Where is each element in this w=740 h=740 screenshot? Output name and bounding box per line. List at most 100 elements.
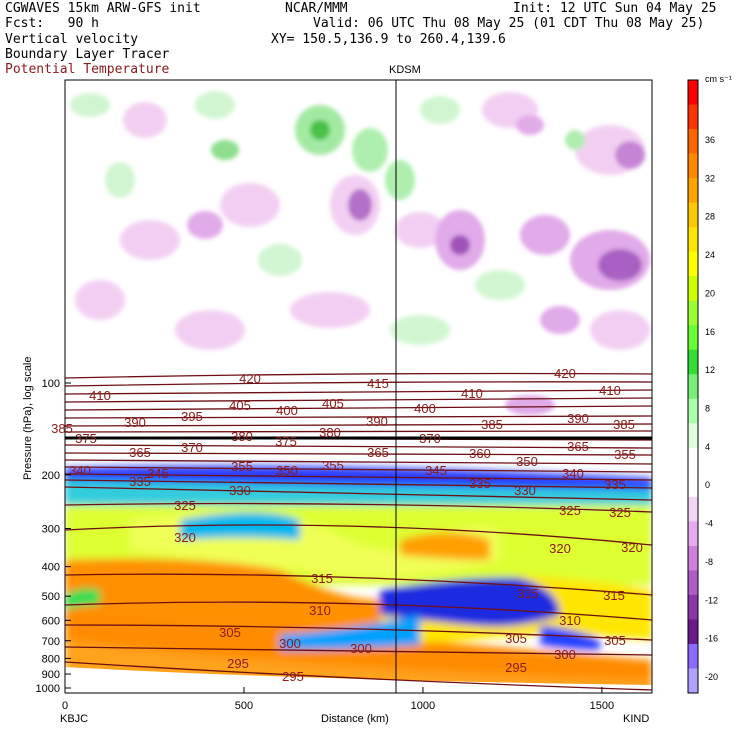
colorbar-swatch (688, 276, 698, 302)
colorbar-swatch (688, 104, 698, 130)
theta-contour-label: 355 (614, 447, 636, 462)
theta-contour-label: 295 (227, 656, 249, 671)
theta-contour-label: 335 (469, 476, 491, 491)
model-title: CGWAVES 15km ARW-GFS init (5, 1, 201, 16)
x-tick-label: 0 (62, 700, 68, 712)
theta-contour-label: 370 (181, 440, 203, 455)
theta-contour-label: 405 (322, 396, 344, 411)
x-tick-label: 1000 (411, 700, 435, 712)
right-endpoint-label: KIND (623, 713, 649, 725)
field-vertical-velocity: Vertical velocity (5, 32, 139, 47)
theta-contour-label: 320 (621, 540, 643, 555)
colorbar-swatch (688, 251, 698, 277)
theta-contour-label: 295 (505, 660, 527, 675)
colorbar-label: 24 (705, 250, 715, 260)
theta-contour-label: 380 (319, 425, 341, 440)
colorbar-label: 20 (705, 288, 715, 298)
y-tick-label: 800 (42, 653, 60, 665)
y-axis: 100 200 300 400 500 600 700 800 900 1000 (36, 378, 71, 695)
theta-contour-label: 420 (239, 371, 261, 386)
colorbar-swatch (688, 153, 698, 179)
colorbar-label: 16 (705, 327, 715, 337)
y-tick-label: 300 (42, 524, 60, 536)
colorbar-swatch (688, 325, 698, 351)
colorbar-label: 8 (705, 404, 710, 414)
colorbar-swatch (688, 619, 698, 645)
colorbar-label: 28 (705, 212, 715, 222)
colorbar-swatch (688, 521, 698, 547)
theta-contour-label: 335 (604, 477, 626, 492)
colorbar-swatch (688, 178, 698, 204)
theta-contour-label: 305 (505, 631, 527, 646)
theta-contour-label: 325 (559, 503, 581, 518)
theta-contour-label: 390 (366, 414, 388, 429)
left-endpoint-label: KBJC (60, 713, 88, 725)
forecast-hour: Fcst: 90 h (5, 16, 99, 31)
colorbar-unit: cm s⁻¹ (705, 74, 732, 84)
theta-contour-label: 355 (231, 459, 253, 474)
theta-contour-label: 345 (425, 463, 447, 478)
plot-frame (64, 79, 653, 694)
x-tick-label: 1500 (590, 700, 614, 712)
colorbar-label: -8 (705, 557, 713, 567)
theta-contour-label: 365 (567, 439, 589, 454)
theta-contour-label: 380 (231, 429, 253, 444)
theta-contour-label: 370 (419, 431, 441, 446)
chart-title: KDSM (389, 64, 421, 76)
x-tick-label: 500 (235, 700, 253, 712)
colorbar-label: -4 (705, 519, 713, 529)
colorbar-label: 32 (705, 173, 715, 183)
cross-section-coords: XY= 150.5,136.9 to 260.4,139.6 (271, 32, 506, 47)
theta-contour-label: 390 (567, 411, 589, 426)
colorbar-swatch (688, 202, 698, 228)
theta-contour-label: 405 (229, 398, 251, 413)
theta-contour-label: 310 (559, 613, 581, 628)
theta-contour-label: 375 (275, 434, 297, 449)
theta-contour-label: 385 (51, 421, 73, 436)
init-time: Init: 12 UTC Sun 04 May 25 (513, 1, 717, 16)
theta-contour-label: 315 (517, 586, 539, 601)
theta-contour-label: 320 (174, 530, 196, 545)
y-tick-label: 200 (42, 470, 60, 482)
theta-contour-label: 300 (279, 636, 301, 651)
theta-contour-label: 300 (350, 641, 372, 656)
y-tick-label: 400 (42, 562, 60, 574)
theta-contour-label: 400 (414, 401, 436, 416)
colorbar-label: 36 (705, 135, 715, 145)
colorbar-swatch (688, 570, 698, 596)
y-tick-label: 500 (42, 591, 60, 603)
colorbar-label: 4 (705, 442, 710, 452)
colorbar-swatch (688, 300, 698, 326)
colorbar-swatch (688, 129, 698, 155)
theta-contour-label: 365 (129, 445, 151, 460)
colorbar-swatch (688, 496, 698, 522)
y-tick-label: 700 (42, 636, 60, 648)
theta-contour-label: 315 (311, 571, 333, 586)
theta-contour-label: 340 (69, 463, 91, 478)
theta-contour-label: 315 (603, 588, 625, 603)
colorbar-label: -12 (705, 595, 718, 605)
theta-contour-label: 340 (562, 466, 584, 481)
colorbar-label: 0 (705, 480, 710, 490)
x-axis: 0 500 1000 1500 (62, 687, 614, 712)
colorbar-label: -16 (705, 634, 718, 644)
theta-contour-label: 330 (514, 483, 536, 498)
vertical-velocity-field (65, 80, 652, 693)
theta-contour-label: 320 (549, 541, 571, 556)
colorbar-swatch (688, 594, 698, 620)
colorbar-swatch (688, 80, 698, 106)
organization: NCAR/MMM (285, 1, 348, 16)
theta-labels: 420 415 420 410 405 400 405 410 410 400 390 395 390 3… (51, 366, 643, 684)
y-axis-label: Pressure (hPa), log scale (22, 357, 34, 481)
theta-contour-label: 385 (481, 417, 503, 432)
theta-contour-label: 305 (219, 625, 241, 640)
colorbar-swatch (688, 227, 698, 253)
colorbar-label: -20 (705, 672, 718, 682)
theta-contour-label: 420 (554, 366, 576, 381)
theta-contour-label: 400 (276, 403, 298, 418)
colorbar-swatch (688, 374, 698, 400)
theta-contour-label: 305 (604, 633, 626, 648)
theta-contour-label: 365 (367, 445, 389, 460)
colorbar-swatch (688, 447, 698, 473)
